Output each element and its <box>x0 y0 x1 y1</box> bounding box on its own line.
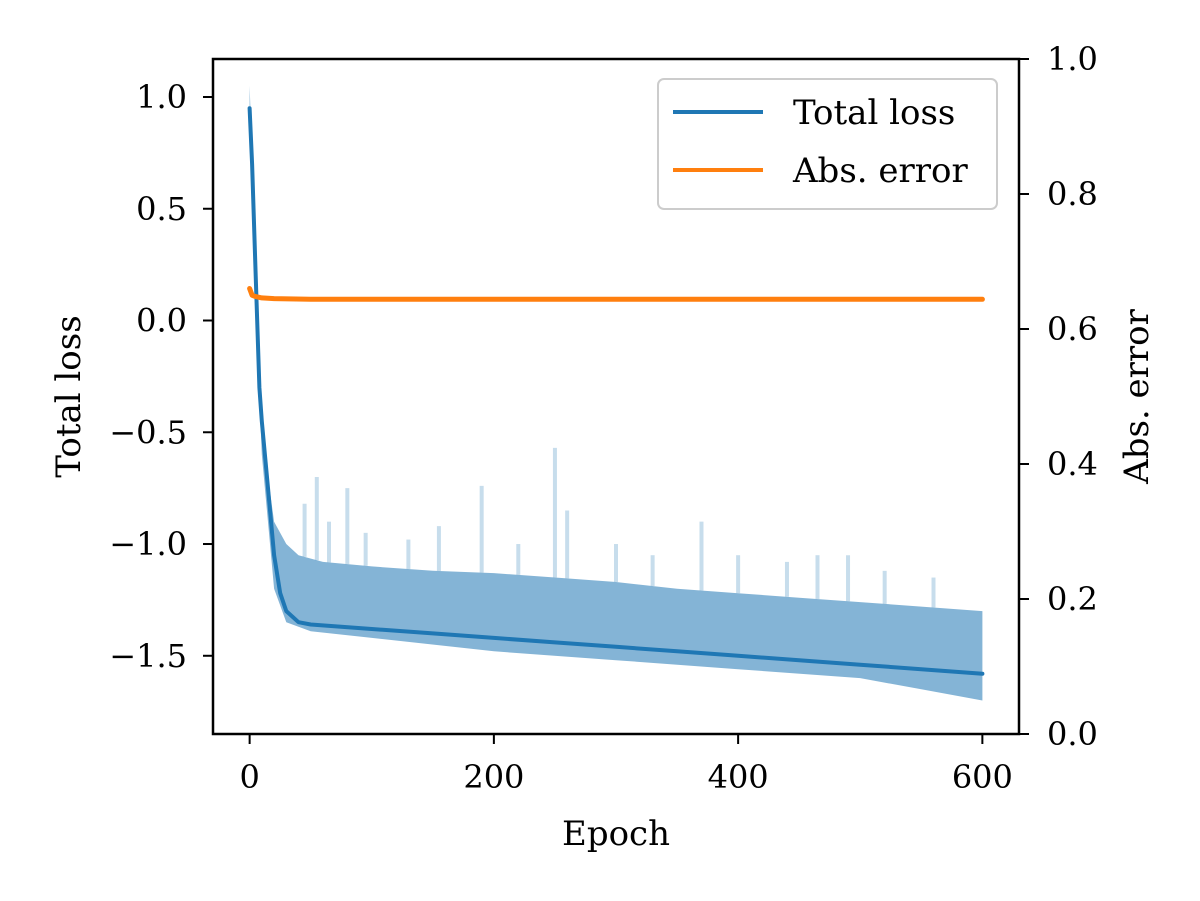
y-left-axis-ticks: 1.0 0.5 0.0 −0.5 −1.0 −1.5 <box>109 78 213 675</box>
y-right-axis-ticks: 0.0 0.2 0.4 0.6 0.8 1.0 <box>1019 40 1098 753</box>
x-tick-label-0: 0 <box>239 758 259 796</box>
legend: Total loss Abs. error <box>657 78 998 210</box>
loss-variance-band <box>249 85 983 701</box>
x-tick-label-2: 400 <box>708 758 769 796</box>
y-right-tick-label-5: 1.0 <box>1047 40 1098 78</box>
y-right-tick-label-4: 0.8 <box>1047 175 1098 213</box>
legend-label-abs-error: Abs. error <box>792 151 968 191</box>
x-tick-label-3: 600 <box>952 758 1013 796</box>
series-abs-error-line <box>247 286 985 302</box>
y-left-tick-label-2: 0.0 <box>136 302 187 340</box>
y-left-tick-label-3: −0.5 <box>109 413 187 451</box>
x-axis-label: Epoch <box>562 814 670 854</box>
loss-spikes <box>302 447 936 608</box>
plot-frame <box>211 57 1021 736</box>
y-right-tick-label-2: 0.4 <box>1047 445 1098 483</box>
y-left-tick-label-5: −1.5 <box>109 637 187 675</box>
legend-label-total-loss: Total loss <box>793 93 955 133</box>
series-total-loss-line <box>247 106 985 676</box>
loss-band-area <box>249 85 983 701</box>
series-lines <box>247 106 985 676</box>
y-right-tick-label-1: 0.2 <box>1047 580 1098 618</box>
y-left-axis-label: Total loss <box>49 315 89 477</box>
y-left-tick-label-0: 1.0 <box>136 78 187 116</box>
y-left-tick-label-4: −1.0 <box>109 525 187 563</box>
x-axis-ticks: 0 200 400 600 <box>239 734 1013 796</box>
y-left-tick-label-1: 0.5 <box>136 190 187 228</box>
y-right-axis-label: Abs. error <box>1117 308 1157 484</box>
x-tick-label-1: 200 <box>463 758 524 796</box>
y-right-tick-label-3: 0.6 <box>1047 310 1098 348</box>
y-right-tick-label-0: 0.0 <box>1047 715 1098 753</box>
